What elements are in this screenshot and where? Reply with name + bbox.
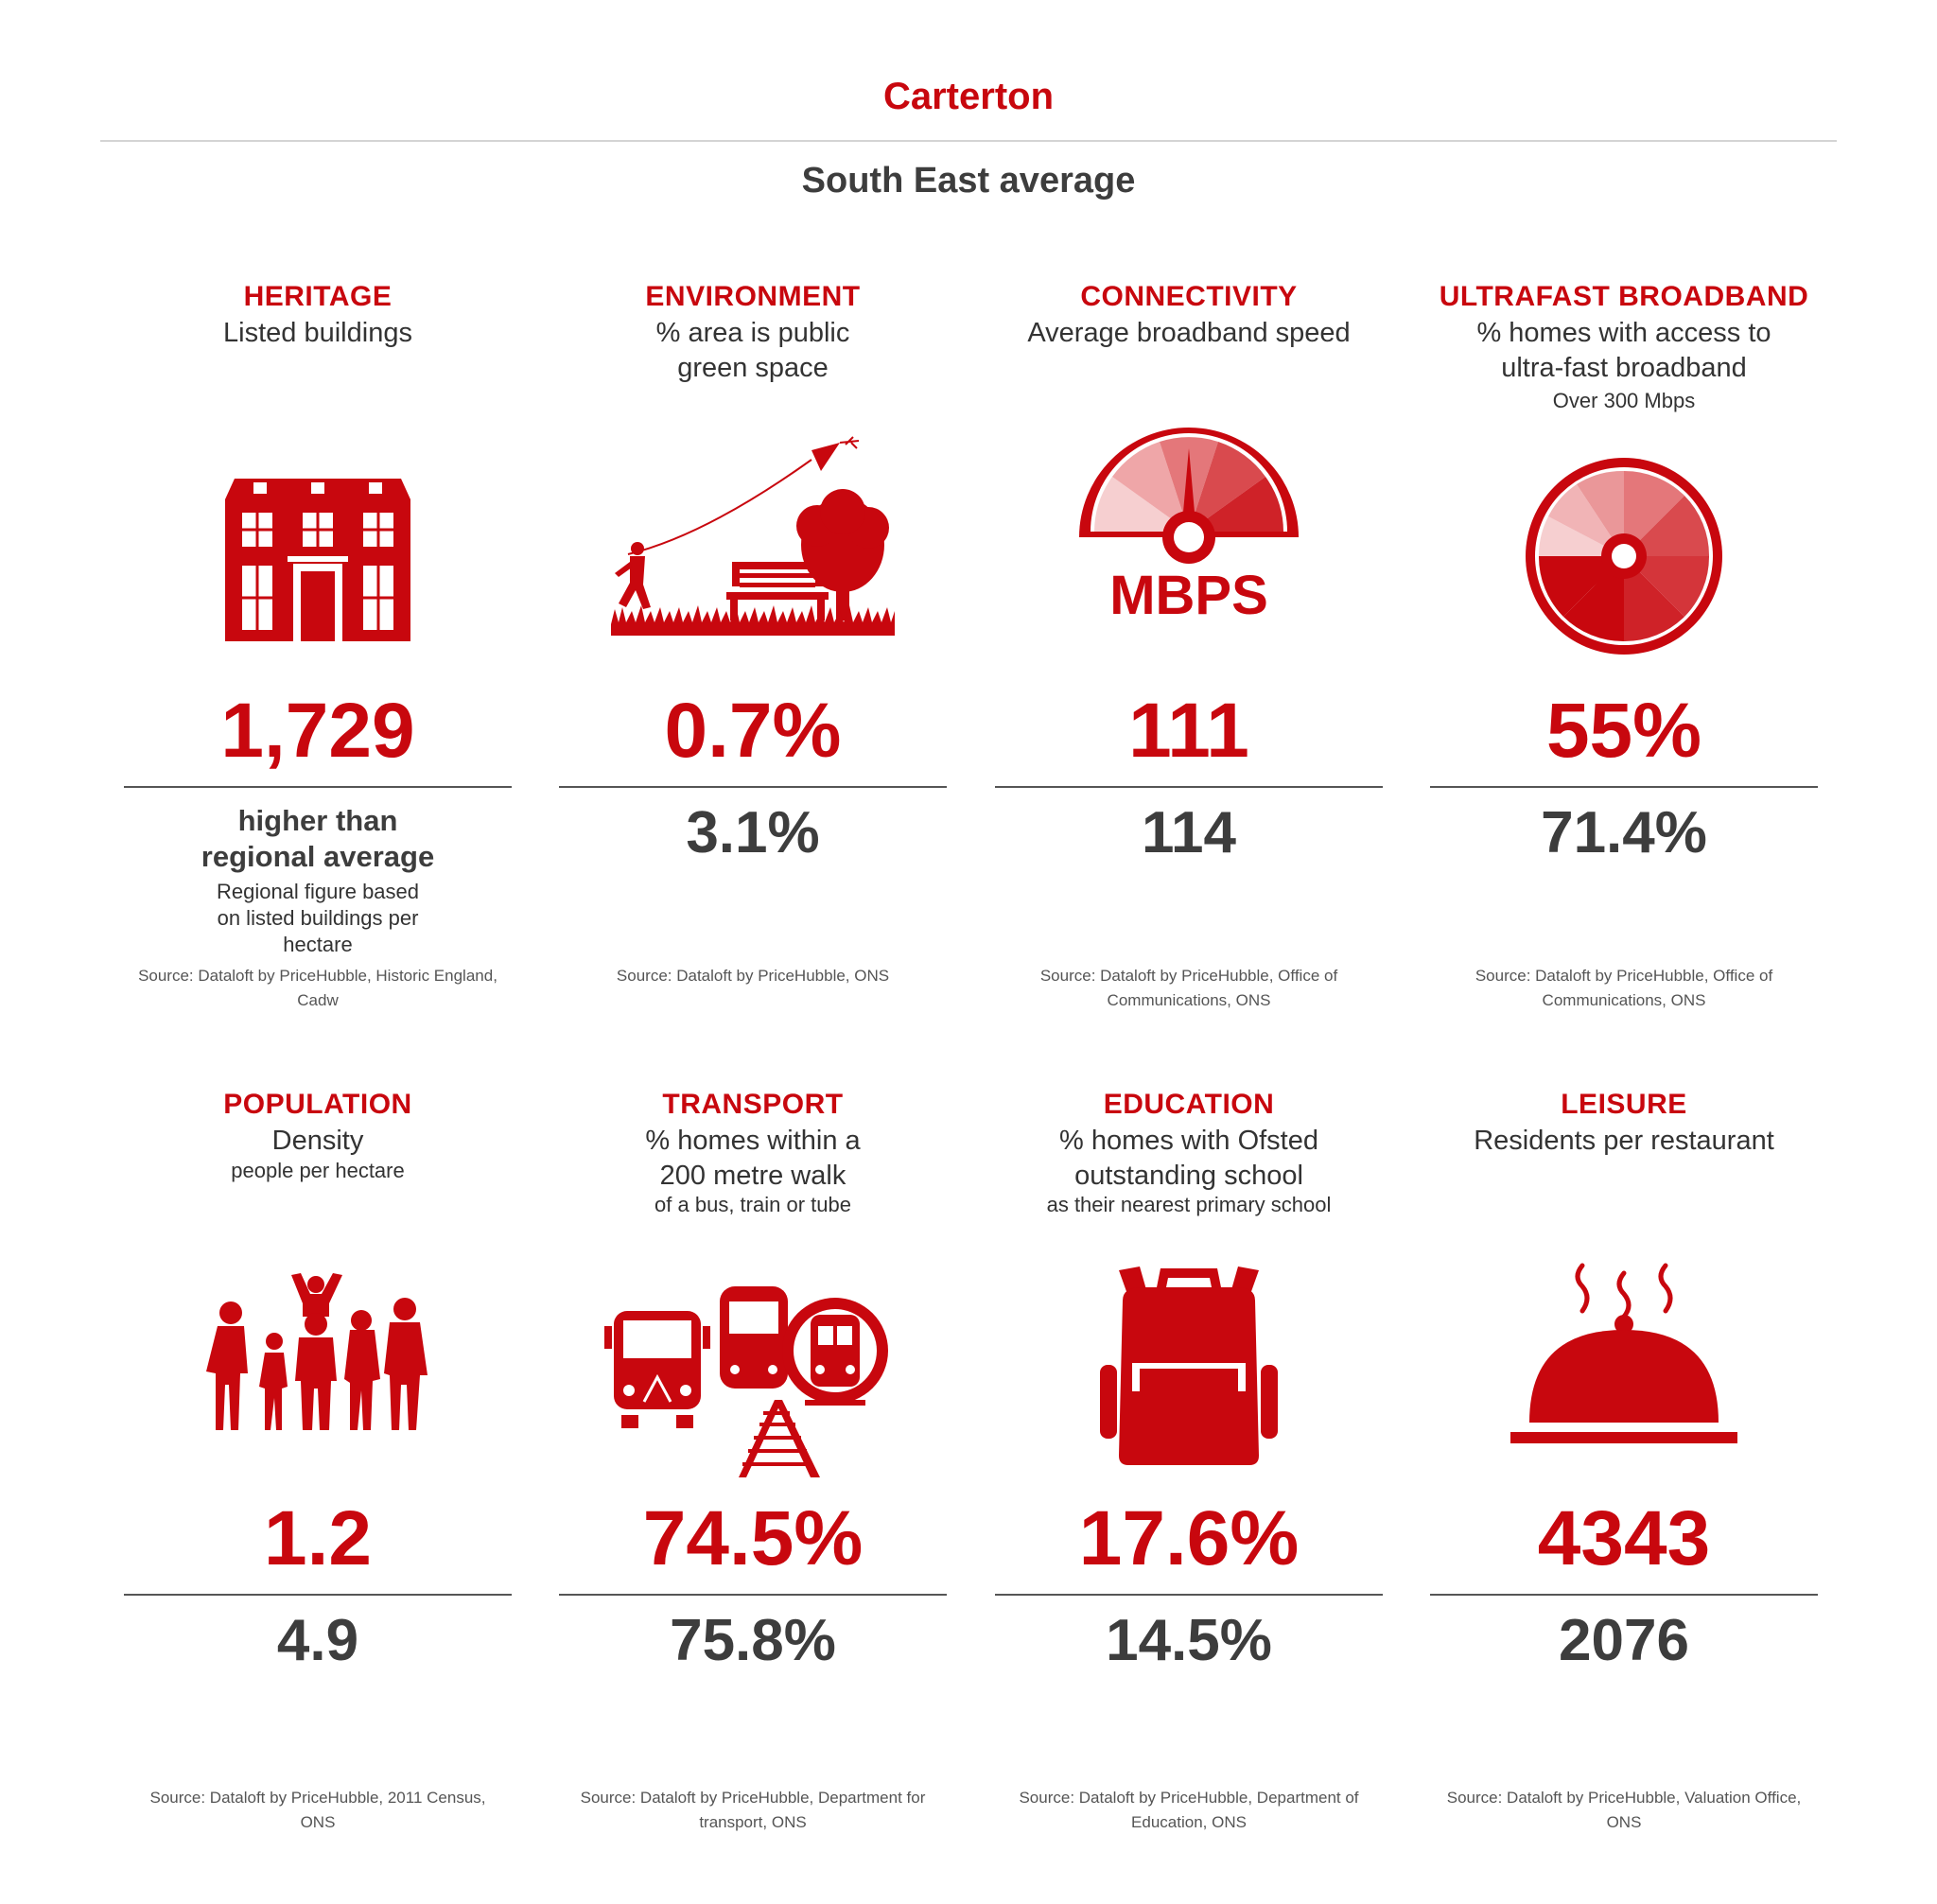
card-value: 111 — [1128, 688, 1249, 774]
card-average: 114 — [1141, 800, 1237, 865]
card-divider — [559, 786, 947, 788]
card-average: 75.8% — [670, 1608, 836, 1673]
card-category: POPULATION — [223, 1089, 412, 1120]
card-category: HERITAGE — [243, 281, 393, 312]
card-average-note: Regional figure based on listed building… — [216, 880, 420, 956]
card-note: Over 300 Mbps — [1552, 389, 1696, 412]
house-icon — [225, 479, 410, 641]
card-divider — [1430, 786, 1818, 788]
card-source: Source: Dataloft by PriceHubble, ONS — [616, 967, 890, 985]
card-metric: Average broadband speed — [1027, 318, 1351, 348]
card-value: 74.5% — [642, 1495, 864, 1581]
card-average: 2076 — [1559, 1608, 1689, 1673]
card-source: Source: Dataloft by PriceHubble, Office … — [1475, 967, 1773, 1009]
card-metric: Density — [271, 1126, 364, 1156]
card-average: 14.5% — [1106, 1608, 1272, 1673]
park-kite-icon — [611, 436, 895, 636]
card-source: Source: Dataloft by PriceHubble, Histori… — [138, 967, 497, 1009]
transport-icon — [604, 1286, 888, 1477]
card-value: 1.2 — [264, 1495, 372, 1581]
card-divider — [124, 786, 512, 788]
cloche-icon — [1510, 1263, 1737, 1443]
people-icon — [206, 1273, 428, 1430]
card-divider — [995, 1594, 1383, 1596]
card-divider — [1430, 1594, 1818, 1596]
card-average: 71.4% — [1541, 800, 1707, 865]
card-metric: % homes with access to ultra-fast broadb… — [1476, 318, 1771, 383]
card-value: 17.6% — [1078, 1495, 1300, 1581]
card-source: Source: Dataloft by PriceHubble, Departm… — [1019, 1789, 1359, 1831]
card-note: as their nearest primary school — [1046, 1193, 1332, 1216]
card-note: people per hectare — [231, 1159, 405, 1182]
comparison-subtitle: South East average — [801, 161, 1136, 201]
card-value: 4343 — [1537, 1495, 1711, 1581]
card-category: ENVIRONMENT — [645, 281, 861, 312]
dial-icon — [1526, 458, 1722, 655]
card-metric: Residents per restaurant — [1474, 1126, 1774, 1156]
mbps-label: MBPS — [1109, 565, 1268, 626]
card-category: ULTRAFAST BROADBAND — [1439, 281, 1809, 312]
card-average-text: higher than regional average — [201, 804, 435, 873]
card-divider — [995, 786, 1383, 788]
card-source: Source: Dataloft by PriceHubble, Office … — [1039, 967, 1338, 1009]
card-metric: % area is public green space — [655, 318, 850, 383]
location-title: Carterton — [882, 76, 1055, 117]
card-average: 3.1% — [686, 800, 820, 865]
card-category: EDUCATION — [1103, 1089, 1275, 1120]
card-source: Source: Dataloft by PriceHubble, Valuati… — [1446, 1789, 1802, 1831]
card-value: 0.7% — [664, 688, 842, 774]
card-category: LEISURE — [1561, 1089, 1687, 1120]
card-metric: % homes with Ofsted outstanding school — [1059, 1126, 1318, 1191]
card-divider — [559, 1594, 947, 1596]
speedometer-icon — [1079, 428, 1299, 564]
card-category: TRANSPORT — [662, 1089, 844, 1120]
card-source: Source: Dataloft by PriceHubble, 2011 Ce… — [149, 1789, 486, 1831]
card-divider — [124, 1594, 512, 1596]
card-source: Source: Dataloft by PriceHubble, Departm… — [580, 1789, 926, 1831]
card-value: 55% — [1545, 688, 1702, 774]
card-metric: Listed buildings — [223, 318, 412, 348]
card-category: CONNECTIVITY — [1080, 281, 1298, 312]
backpack-icon — [1100, 1266, 1278, 1465]
card-metric: % homes within a 200 metre walk — [645, 1126, 861, 1191]
card-value: 1,729 — [220, 688, 415, 774]
card-note: of a bus, train or tube — [654, 1193, 851, 1216]
card-average: 4.9 — [276, 1608, 359, 1673]
title-divider — [100, 140, 1837, 142]
